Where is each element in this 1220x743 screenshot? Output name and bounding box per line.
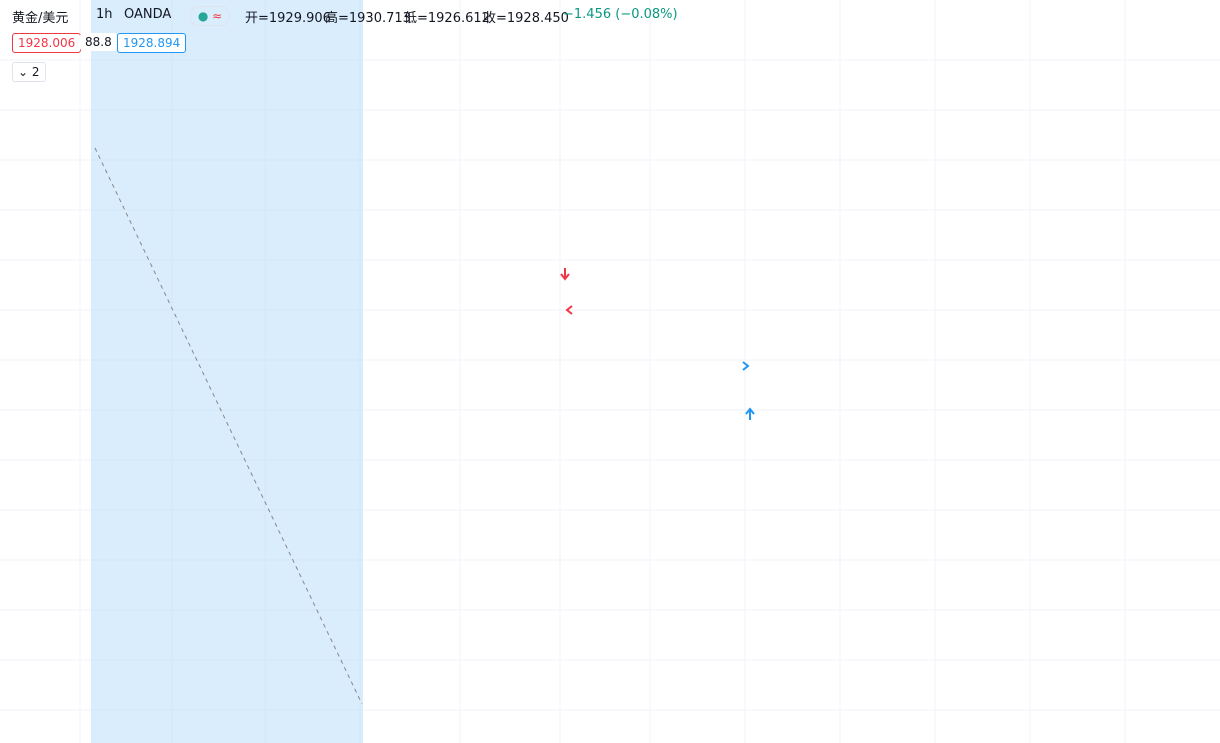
spread: 88.8 (80, 33, 117, 51)
buy-button[interactable]: 1928.894 (117, 33, 187, 53)
high: 高=1930.713 (325, 11, 411, 26)
status-badge[interactable]: ● ≈ (190, 6, 230, 26)
sell-arrow (560, 268, 570, 281)
collapse-count: 2 (31, 65, 40, 79)
buy-arrow (745, 407, 755, 420)
sell-button[interactable]: 1928.006 (12, 33, 82, 53)
sell-marker (565, 305, 573, 315)
buy-marker (742, 361, 750, 371)
date-range-highlight (91, 0, 363, 743)
close: 收=1928.450 (483, 11, 569, 26)
source: OANDA (124, 7, 172, 22)
symbol[interactable]: 黄金/美元 (12, 11, 69, 26)
open: 开=1929.906 (245, 11, 331, 26)
trend-line (94, 147, 363, 705)
change: −1.456 (−0.08%) (563, 7, 678, 22)
low: 低=1926.612 (404, 11, 490, 26)
interval[interactable]: 1h (96, 7, 113, 22)
collapse-button[interactable]: ⌄ 2 (12, 62, 46, 82)
